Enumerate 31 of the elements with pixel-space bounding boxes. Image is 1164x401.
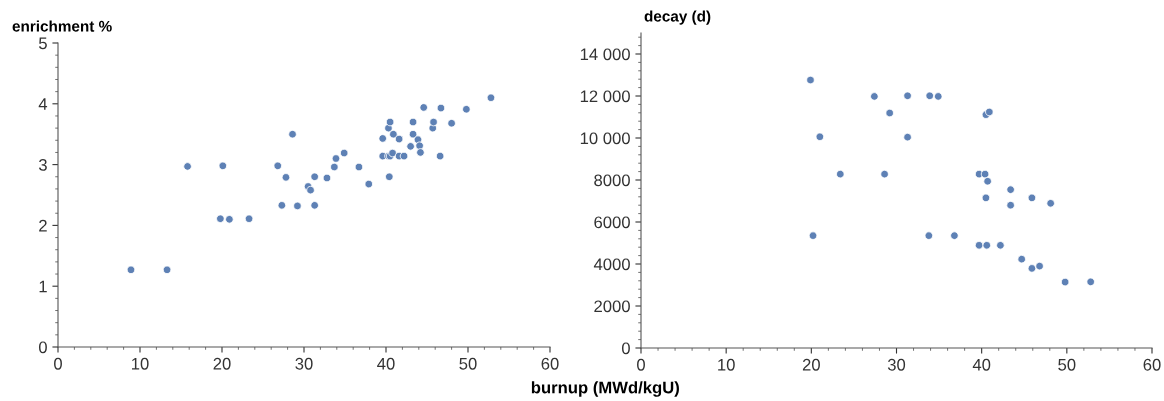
y-tick-label: 4 bbox=[38, 98, 48, 110]
x-tick-label: 40 bbox=[972, 358, 991, 371]
y-tick-label: 8000 bbox=[594, 174, 630, 187]
x-tick-label: 20 bbox=[213, 357, 231, 370]
y-axis-title: enrichment % bbox=[12, 20, 112, 32]
x-tick-label: 0 bbox=[637, 358, 645, 371]
y-tick-label: 2000 bbox=[594, 300, 630, 313]
y-tick-label: 4000 bbox=[593, 258, 630, 271]
x-tick-label: 0 bbox=[54, 357, 62, 370]
x-tick-label: 40 bbox=[377, 357, 395, 370]
y-tick-label: 6000 bbox=[594, 216, 630, 229]
x-tick-label: 60 bbox=[541, 357, 559, 370]
y-tick-label: 2 bbox=[39, 219, 47, 232]
x-tick-label: 10 bbox=[132, 357, 149, 370]
y-axis-title: decay (d) bbox=[644, 10, 711, 25]
y-tick-label: 1 bbox=[39, 280, 47, 293]
x-tick-label: 30 bbox=[887, 358, 906, 371]
y-tick-label: 0 bbox=[621, 342, 630, 355]
x-axis-title: burnup (MWd/kgU) bbox=[531, 381, 679, 397]
x-tick-label: 30 bbox=[295, 357, 313, 370]
y-tick-label: 0 bbox=[38, 341, 47, 354]
y-tick-label: 14 000 bbox=[580, 48, 630, 61]
y-tick-label: 12 000 bbox=[580, 90, 630, 103]
y-tick-label: 10 000 bbox=[580, 132, 630, 145]
y-tick-label: 3 bbox=[38, 159, 47, 171]
x-tick-label: 20 bbox=[802, 358, 820, 371]
y-tick-label: 5 bbox=[38, 37, 47, 50]
x-tick-label: 10 bbox=[718, 358, 735, 371]
x-tick-label: 50 bbox=[459, 357, 477, 370]
x-tick-label: 50 bbox=[1058, 358, 1076, 371]
x-tick-label: 60 bbox=[1143, 358, 1161, 371]
